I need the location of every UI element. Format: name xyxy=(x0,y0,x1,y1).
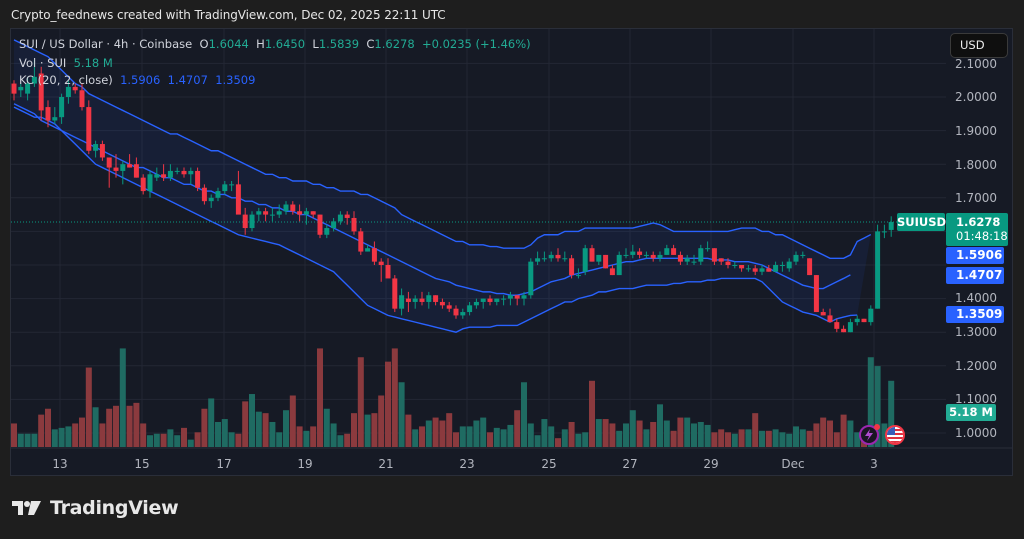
kc-mid-value: 1.4707 xyxy=(167,73,208,87)
price-label: 1.9000 xyxy=(955,124,997,138)
open-value: 1.6044 xyxy=(208,37,249,51)
price-label: 1.4000 xyxy=(955,291,997,305)
time-label: Dec xyxy=(781,457,805,471)
time-label: 3 xyxy=(870,457,878,471)
symbol-line: SUI / US Dollar · 4h · Coinbase xyxy=(19,37,193,51)
time-label: 27 xyxy=(622,457,638,471)
change-value: +0.0235 (+1.46%) xyxy=(421,37,531,51)
price-label: 2.0000 xyxy=(955,90,997,104)
lightning-event-icon[interactable] xyxy=(859,424,880,445)
close-value: 1.6278 xyxy=(374,37,415,51)
symbol-tag: SUIUSD xyxy=(897,213,947,231)
kc-legend[interactable]: KC (20, 2, close) 1.5906 1.4707 1.3509 xyxy=(19,73,256,87)
kc-lower-tag: 1.3509 xyxy=(946,306,1004,323)
kc-lower-value: 1.3509 xyxy=(215,73,256,87)
volume-tag: 5.18 M xyxy=(946,404,996,421)
us-flag-event-icon[interactable] xyxy=(885,425,905,445)
price-label: 1.8000 xyxy=(955,158,997,172)
time-label: 23 xyxy=(459,457,475,471)
price-label: 1.2000 xyxy=(955,359,997,373)
chart-frame[interactable] xyxy=(10,28,1013,476)
time-label: 21 xyxy=(378,457,394,471)
tradingview-logo[interactable]: TradingView xyxy=(12,497,179,519)
price-label: 1.0000 xyxy=(955,426,997,440)
time-label: 25 xyxy=(541,457,557,471)
tradingview-logo-icon xyxy=(12,501,41,515)
currency-button[interactable]: USD xyxy=(950,33,1008,58)
kc-mid-tag: 1.4707 xyxy=(946,267,1004,284)
price-label: 2.1000 xyxy=(955,57,997,71)
time-label: 19 xyxy=(297,457,313,471)
kc-upper-value: 1.5906 xyxy=(120,73,161,87)
volume-value: 5.18 M xyxy=(73,56,113,70)
chart-caption: Crypto_feednews created with TradingView… xyxy=(11,8,446,22)
high-value: 1.6450 xyxy=(264,37,306,51)
tradingview-wordmark: TradingView xyxy=(50,497,179,519)
price-label: 1.7000 xyxy=(955,191,997,205)
price-label: 1.1000 xyxy=(955,392,997,406)
time-label: 29 xyxy=(703,457,719,471)
time-label: 13 xyxy=(52,457,68,471)
price-label: 1.3000 xyxy=(955,325,997,339)
last-price-tag: 1.6278 01:48:18 xyxy=(946,213,1008,246)
bar-countdown: 01:48:18 xyxy=(956,229,1008,243)
last-price: 1.6278 xyxy=(956,215,1001,229)
time-label: 17 xyxy=(216,457,232,471)
low-value: 1.5839 xyxy=(318,37,360,51)
kc-upper-tag: 1.5906 xyxy=(946,247,1004,264)
volume-legend[interactable]: Vol · SUI 5.18 M xyxy=(19,56,113,70)
time-label: 15 xyxy=(134,457,150,471)
symbol-legend[interactable]: SUI / US Dollar · 4h · Coinbase O1.6044 … xyxy=(19,37,531,51)
